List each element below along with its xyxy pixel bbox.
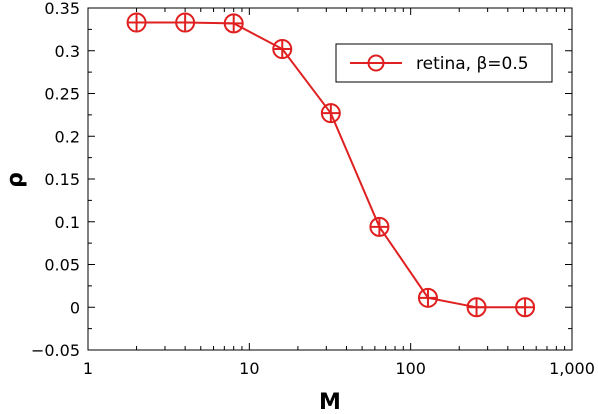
y-tick-label: 0.05 xyxy=(44,256,80,275)
x-tick-label: 10 xyxy=(239,359,259,378)
data-point xyxy=(320,103,341,124)
data-point xyxy=(515,297,536,318)
x-tick-label: 1 xyxy=(83,359,93,378)
data-point xyxy=(223,13,244,34)
y-tick-label: 0.35 xyxy=(44,0,80,18)
legend: retina, β=0.5 xyxy=(335,43,553,83)
x-axis-title: M xyxy=(319,390,341,414)
legend-marker xyxy=(367,54,385,72)
y-tick-label: 0.1 xyxy=(55,213,80,232)
data-point xyxy=(272,39,293,60)
data-point xyxy=(466,297,487,318)
axis-tick-labels: −0.05 0 0.05 0.1 0.15 0.2 0.25 0.3 0.35 1 10 100 1,0… xyxy=(31,0,595,378)
data-point xyxy=(175,12,196,33)
y-tick-label: 0.15 xyxy=(44,170,80,189)
x-tick-label: 1,000 xyxy=(549,359,595,378)
y-tick-label: 0.25 xyxy=(44,85,80,104)
y-tick-label: 0.3 xyxy=(55,42,80,61)
axis-ticks xyxy=(87,7,573,351)
y-tick-label: 0.2 xyxy=(55,127,80,146)
data-point xyxy=(417,287,438,308)
data-point xyxy=(369,216,390,237)
y-tick-label: −0.05 xyxy=(31,341,80,360)
x-tick-label: 100 xyxy=(395,359,426,378)
data-point xyxy=(126,12,147,33)
y-tick-label: 0 xyxy=(70,298,80,317)
legend-label: retina, β=0.5 xyxy=(416,54,529,74)
y-axis-title: ρ xyxy=(3,172,28,188)
series-group xyxy=(126,12,536,318)
